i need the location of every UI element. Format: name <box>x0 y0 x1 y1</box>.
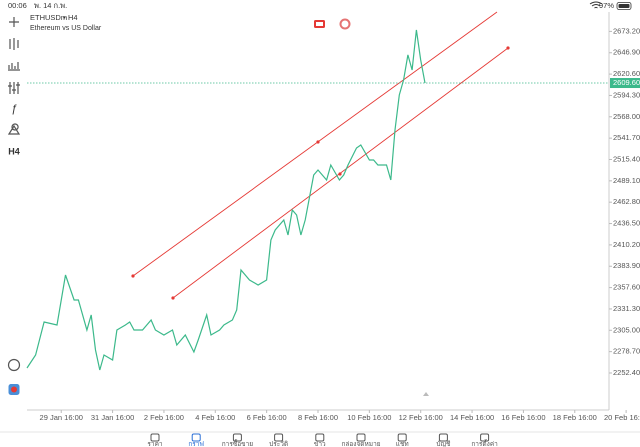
trendline[interactable] <box>132 11 498 277</box>
separator: • <box>63 13 66 22</box>
y-tick-label: 2252.40 <box>613 368 640 377</box>
tab-label[interactable]: แชท <box>396 441 409 447</box>
tab-bar: ราคา กราฟ การซื้อขาย ประวัติ ข่าว กล่องจดหมาย… <box>147 433 498 447</box>
shapes-tool[interactable] <box>7 123 21 135</box>
x-tick-label: 10 Feb 16:00 <box>347 413 391 422</box>
function-tool[interactable]: ƒ <box>11 103 17 115</box>
symbol-description: Ethereum vs US Dollar <box>30 25 102 32</box>
tab-label[interactable]: กราฟ <box>188 441 204 447</box>
symbol: ETHUSDm <box>30 13 67 22</box>
chart-plot: 2673.20 2646.90 2620.60 2594.30 2568.00 2541.… <box>26 11 640 422</box>
battery-level <box>618 4 630 8</box>
y-tick-label: 2515.40 <box>613 154 640 163</box>
scroll-marker[interactable] <box>423 392 429 396</box>
tab-label[interactable]: การตั้งค่า <box>471 439 498 447</box>
trendline-anchor[interactable] <box>316 140 320 144</box>
objects-tool[interactable] <box>8 82 20 94</box>
tab-icon[interactable] <box>397 433 407 442</box>
x-tick-label: 29 Jan 16:00 <box>40 413 83 422</box>
status-time: 00:06 <box>8 1 27 10</box>
trendline-anchor[interactable] <box>131 274 135 278</box>
y-tick-label: 2620.60 <box>613 69 640 78</box>
left-toolbar: ƒ H4 <box>7 17 21 395</box>
trendline-anchor[interactable] <box>338 172 342 176</box>
trendline-anchor[interactable] <box>171 296 175 300</box>
tab-label[interactable]: ราคา <box>147 441 162 447</box>
x-tick-label: 14 Feb 16:00 <box>450 413 494 422</box>
y-tick-label: 2594.30 <box>613 90 640 99</box>
x-tick-label: 12 Feb 16:00 <box>399 413 443 422</box>
speedometer-tool[interactable] <box>7 358 21 372</box>
tab-label[interactable]: ประวัติ <box>269 440 288 447</box>
price-line <box>26 29 426 371</box>
y-tick-label: 2673.20 <box>613 26 640 35</box>
tab-icon[interactable] <box>315 433 325 442</box>
battery-icon <box>616 2 632 10</box>
x-tick-label: 8 Feb 16:00 <box>298 413 338 422</box>
status-date: พ. 14 ก.พ. <box>34 1 67 10</box>
volume-tool[interactable] <box>8 62 20 71</box>
crosshair-tool[interactable] <box>9 17 19 27</box>
tab-icon[interactable] <box>191 433 201 442</box>
y-tick-label: 2278.70 <box>613 347 640 356</box>
x-tick-label: 18 Feb 16:00 <box>553 413 597 422</box>
app-icon-dot <box>11 386 17 393</box>
indicator-tool[interactable] <box>9 38 19 50</box>
x-tick-label: 2 Feb 16:00 <box>144 413 184 422</box>
trade-button-inner <box>316 22 323 26</box>
tab-label[interactable]: กล่องจดหมาย <box>341 441 380 447</box>
y-tick-label: 2436.50 <box>613 219 640 228</box>
tab-icon[interactable] <box>274 433 284 442</box>
status-battery: 97% <box>599 1 614 10</box>
y-tick-label: 2646.90 <box>613 48 640 57</box>
y-tick-label: 2462.80 <box>613 197 640 206</box>
tab-label[interactable]: การซื้อขาย <box>222 439 253 447</box>
x-tick-label: 16 Feb 16:00 <box>501 413 545 422</box>
tab-icon[interactable] <box>356 433 366 442</box>
tab-label[interactable]: ข่าว <box>314 441 326 447</box>
y-tick-label: 2331.30 <box>613 304 640 313</box>
x-tick-label: 20 Feb 16:00 <box>604 413 640 422</box>
x-tick-label: 6 Feb 16:00 <box>247 413 287 422</box>
y-tick-label: 2410.20 <box>613 240 640 249</box>
x-tick-label: 4 Feb 16:00 <box>195 413 235 422</box>
tab-label[interactable]: บัญชี <box>436 440 451 447</box>
y-tick-label: 2305.00 <box>613 325 640 334</box>
y-tick-label: 2568.00 <box>613 112 640 121</box>
tab-icon[interactable] <box>480 433 490 442</box>
wifi-icon <box>589 1 603 9</box>
tab-icon[interactable] <box>232 433 242 442</box>
y-tick-label: 2541.70 <box>613 133 640 142</box>
timeframe-button[interactable]: H4 <box>8 146 20 156</box>
y-tick-label: 2357.60 <box>613 283 640 292</box>
current-price-label: 2609.60 <box>613 78 640 87</box>
y-tick-label: 2489.10 <box>613 176 640 185</box>
timeframe: H4 <box>68 13 78 22</box>
y-tick-label: 2383.90 <box>613 261 640 270</box>
tab-icon[interactable] <box>150 433 160 442</box>
current-price-box <box>610 78 640 89</box>
tab-icon[interactable] <box>438 433 448 442</box>
x-tick-label: 31 Jan 16:00 <box>91 413 134 422</box>
quick-button[interactable] <box>339 18 351 30</box>
trendline-anchor[interactable] <box>506 46 510 50</box>
